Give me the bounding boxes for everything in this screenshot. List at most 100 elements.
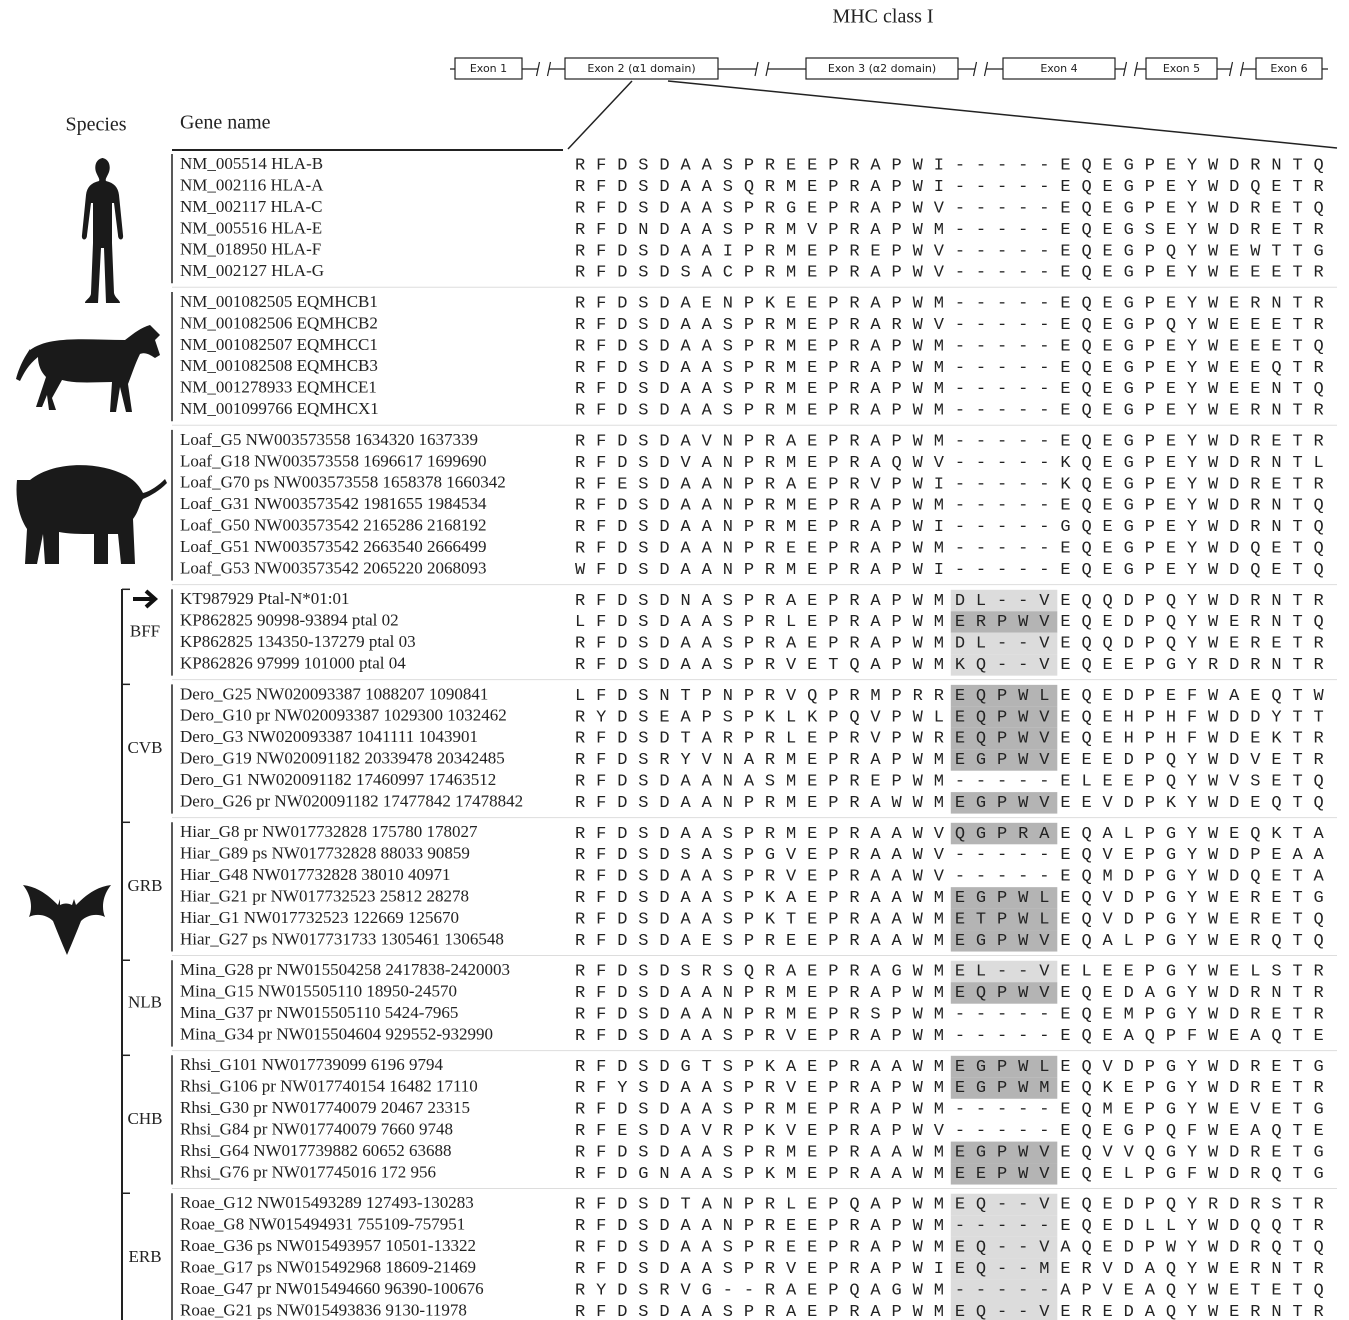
clade-label: NLB <box>128 992 162 1011</box>
break-gap <box>976 62 986 76</box>
gene-name: NM_002117 HLA-C <box>180 197 322 216</box>
exon-label: Exon 4 <box>1040 62 1077 75</box>
gene-name: Loaf_G18 NW003573558 1696617 1699690 <box>180 451 486 470</box>
gene-name: Dero_G25 NW020093387 1088207 1090841 <box>180 684 488 703</box>
gene-name: NM_005514 HLA-B <box>180 154 323 173</box>
gene-name: NM_002116 HLA-A <box>180 175 324 194</box>
sequence: RFDSDSASPGVEPRAAWV-----EQVEPGYWDPEAA <box>575 846 1335 865</box>
sequence: RFDSDAASPREEPRAPWMEQ--VAQEDPWYWDRQTQ <box>575 1239 1335 1258</box>
figure: MHC class I Species Gene name Exon 1 Exon… <box>0 0 1349 1320</box>
sequence: RFDSDAANPREEPRAPWM-----EQEGPEYWDQETQ <box>575 540 1335 559</box>
gene-name: Loaf_G31 NW003573542 1981655 1984534 <box>180 494 487 513</box>
sequence: LFDSNTPNPRVQPRMPRREQPWLEQEDPEFWAEQTW <box>575 687 1335 706</box>
break-gap <box>757 62 767 76</box>
gene-name: Mina_G15 NW015505110 18950-24570 <box>180 982 457 1001</box>
gene-name: Loaf_G50 NW003573542 2165286 2168192 <box>180 516 486 535</box>
sequence: RFDSDSACPRMEPRAPWV-----EQEGPEYWEEETR <box>575 264 1335 283</box>
gene-name: KT987929 Ptal-N*01:01 <box>180 589 350 608</box>
gene-name: Loaf_G70 ps NW003573558 1658378 1660342 <box>180 473 506 492</box>
sequence: RFDSDAASPRVEPRAPWM-----EQEAQPFWEAQTE <box>575 1027 1335 1046</box>
gene-name: NM_001082506 EQMHCB2 <box>180 313 378 332</box>
exon-label: Exon 3 (α2 domain) <box>828 62 936 75</box>
clade-label: GRB <box>128 876 163 895</box>
gene-name: KP862825 134350-137279 ptal 03 <box>180 632 416 651</box>
sequence: RYDSRVG--RAEPQAGWM-----APVEAQYWETETQ <box>575 1282 1335 1301</box>
sequence: RFDSDAASPRAEPRAPWMDL--VEQQDPQYWERETR <box>575 635 1335 654</box>
gene-name: Dero_G3 NW020093387 1041111 1043901 <box>180 727 478 746</box>
human-icon <box>82 158 123 303</box>
gene-name: Dero_G10 pr NW020093387 1029300 1032462 <box>180 706 507 725</box>
sequence: RFDSDAAIPRMEPREPWV-----EQEGPQYWEWTTG <box>575 242 1335 261</box>
gene-name: Roae_G47 pr NW015494660 96390-100676 <box>180 1279 484 1298</box>
sequence: RFESDAVRPKVEPRAPWV-----EQEGPQFWEAQTE <box>575 1122 1335 1141</box>
sequence: RFDSDAASPRMEPRAPWM-----EQMEPGYWEVETG <box>575 1101 1335 1120</box>
sequence: RFDNDAASPRMVPRAPWM-----EQEGSEYWDRETR <box>575 221 1335 240</box>
sequence: RFDSDAENPKEEPRAPWM-----EQEGPEYWERNTR <box>575 294 1335 313</box>
sequence: RFDSDAASPREEPRAPWI-----EQEGPEYWDRNTQ <box>575 156 1335 175</box>
exon-label: Exon 2 (α1 domain) <box>587 62 695 75</box>
sequence: RFDSDAASPRMEPRAPWM-----EQEGPEYWEEETQ <box>575 337 1335 356</box>
gene-name: Rhsi_G101 NW017739099 6196 9794 <box>180 1055 444 1074</box>
clade-label: BFF <box>130 621 160 640</box>
gene-name: Roae_G12 NW015493289 127493-130283 <box>180 1193 474 1212</box>
gene-name: NM_018950 HLA-F <box>180 240 321 259</box>
sequence: RFDSDAASPRMEPRAPWM-----EQEGPEYWEEQTR <box>575 359 1335 378</box>
zoom-line <box>568 81 632 149</box>
gene-name: Loaf_G53 NW003573542 2065220 2068093 <box>180 559 486 578</box>
species-icons <box>16 158 167 955</box>
gene-name: Hiar_G48 NW017732828 38010 40971 <box>180 865 451 884</box>
gene-name: Rhsi_G76 pr NW017745016 172 956 <box>180 1162 436 1181</box>
sequence: RFDSDAASPRVEPRAPWIEQ--MERVDAQYWERNTR <box>575 1260 1335 1279</box>
gene-name: Hiar_G89 ps NW017732828 88033 90859 <box>180 844 470 863</box>
exon-label: Exon 1 <box>470 62 507 75</box>
sequence: RFDGNAASPKMEPRAAWMEEPWVEQELPGFWDRQTG <box>575 1165 1335 1184</box>
gene-name: NM_001099766 EQMHCX1 <box>180 399 379 418</box>
exon-label: Exon 6 <box>1270 62 1307 75</box>
species-header: Species <box>65 114 126 136</box>
title: MHC class I <box>832 6 933 28</box>
sequence: RYDSEAPSPKLKPQVPWLEQPWVEQEHPHFWDDYTT <box>575 708 1335 727</box>
sequence: RFDSDAASPRVEPRAAWV-----EQMDPGYWDQETA <box>575 868 1335 887</box>
sequence: RFDSDAASPRVETQAPWMKQ--VEQEEPGYRDRNTR <box>575 656 1335 675</box>
gene-name: Rhsi_G84 pr NW017740079 7660 9748 <box>180 1120 453 1139</box>
clade-label: CHB <box>128 1109 163 1128</box>
clade-label: ERB <box>128 1247 161 1266</box>
sequence: LFDSDAASPRLEPRAPWMERPWVEQEDPQYWERNTQ <box>575 613 1335 632</box>
break-gap <box>1126 62 1136 76</box>
sequence: RFDSDAASPKAEPRAAWMEGPWLEQVDPGYWERETG <box>575 889 1335 908</box>
sequence: WFDSDAANPRMEPRAPWI-----EQEGPEYWDQETQ <box>575 561 1335 580</box>
break-gap <box>539 62 549 76</box>
zoom-line <box>668 81 1337 148</box>
sequence: RFDSDVANPRMEPRAQWV-----KQEGPEYWDRNTL <box>575 454 1335 473</box>
gene-name: Rhsi_G64 NW017739882 60652 63688 <box>180 1141 452 1160</box>
gene-name: NM_001082508 EQMHCB3 <box>180 356 378 375</box>
horse-icon <box>16 325 160 412</box>
gene-name: NM_005516 HLA-E <box>180 218 322 237</box>
gene-name: Hiar_G1 NW017732523 122669 125670 <box>180 908 459 927</box>
sequence: RFDSDAANASMEPREPWM-----ELEEPQYWVSETQ <box>575 773 1335 792</box>
gene-name: NM_002127 HLA-G <box>180 261 324 280</box>
gene-name: NM_001278933 EQMHCE1 <box>180 378 377 397</box>
gene-name: Dero_G19 NW020091182 20339478 20342485 <box>180 749 505 768</box>
bat-icon <box>23 885 111 955</box>
gene-header: Gene name <box>180 112 271 134</box>
gene-name: Roae_G36 ps NW015493957 10501-13322 <box>180 1236 476 1255</box>
sequence: RFDSDAASPRMEPRAAWMEGPWVEQVVQGYWDRETG <box>575 1144 1335 1163</box>
gene-name: KP862825 90998-93894 ptal 02 <box>180 611 399 630</box>
gene-name: Loaf_G51 NW003573542 2663540 2666499 <box>180 537 486 556</box>
arrow-icon <box>133 591 155 607</box>
sequence: RFDSDAANPREEPRAPWM-----EQEDLLYWDQQTR <box>575 1217 1335 1236</box>
sequence: RFDSDSRSQRAEPRAGWMEL--VELEEPGYWELSTR <box>575 963 1335 982</box>
gene-name: Dero_G26 pr NW020091182 17477842 1747884… <box>180 792 523 811</box>
gene-name: Roae_G8 NW015494931 755109-757951 <box>180 1215 465 1234</box>
sequence: RFESDAANPRAEPRVPWI-----KQEGPEYWDRETR <box>575 475 1335 494</box>
sequence: RFDSDNASPRAEPRAPWMDL--VEQQDPQYWDRNTR <box>575 592 1335 611</box>
sequence: RFDSDAASPRGEPRAPWV-----EQEGPEYWDRETQ <box>575 199 1335 218</box>
gene-name: Rhsi_G30 pr NW017740079 20467 23315 <box>180 1098 470 1117</box>
sequence: RFDSDAASPRMEPRAPWM-----EQEGPEYWEENTQ <box>575 380 1335 399</box>
elephant-icon <box>16 465 167 564</box>
sequence: RFDSDAANPRMEPRAPWI-----GQEGPEYWDRNTQ <box>575 518 1335 537</box>
gene-name: Mina_G34 pr NW015504604 929552-932990 <box>180 1025 493 1044</box>
gene-name: Mina_G28 pr NW015504258 2417838-2420003 <box>180 960 510 979</box>
sequence: RFDSDGTSPKAEPRAAWMEGPWLEQVDPGYWDRETG <box>575 1058 1335 1077</box>
